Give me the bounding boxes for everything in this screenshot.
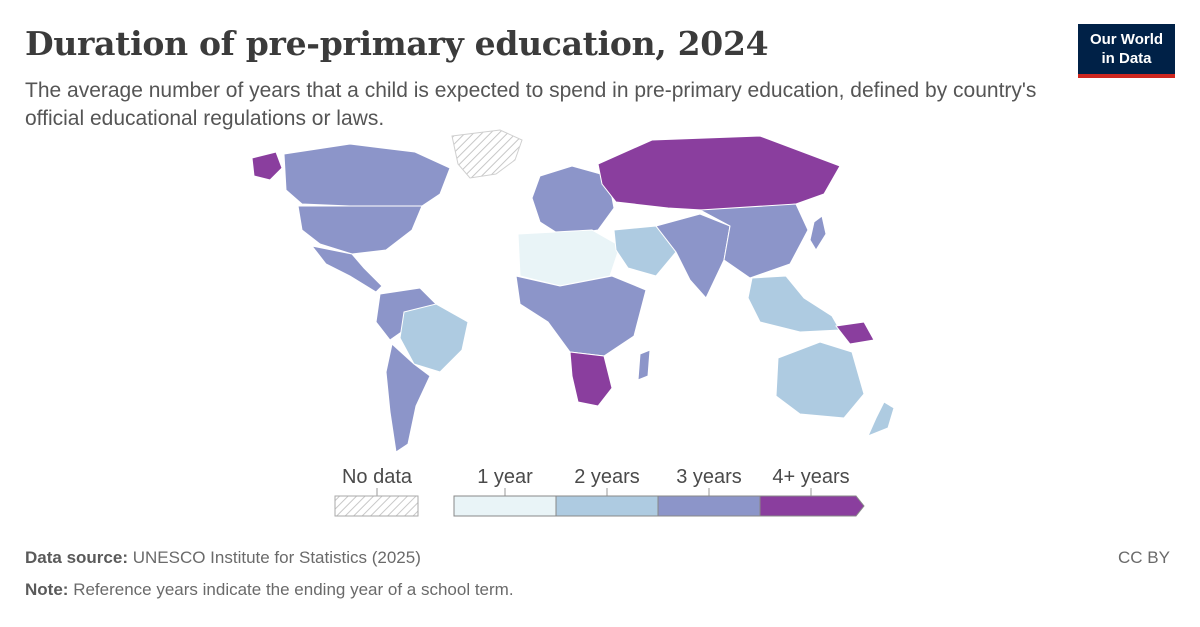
alaska[interactable] <box>251 151 283 181</box>
brazil[interactable] <box>399 303 469 373</box>
note: Note: Reference years indicate the endin… <box>25 580 514 600</box>
mexico-central-america[interactable] <box>310 245 383 293</box>
data-source: Data source: UNESCO Institute for Statis… <box>25 548 421 568</box>
southern-cone[interactable] <box>385 343 431 453</box>
europe[interactable] <box>531 165 615 237</box>
legend-bin-1-swatch[interactable] <box>453 495 557 517</box>
australia[interactable] <box>775 341 865 419</box>
world-map[interactable] <box>200 126 920 466</box>
legend-no-data-label: No data <box>341 466 413 488</box>
legend-bin-2-label: 2 years <box>574 466 640 488</box>
legend-bin-3-label: 3 years <box>676 466 742 488</box>
legend-bin-2-swatch[interactable] <box>555 495 659 517</box>
chart-subtitle: The average number of years that a child… <box>25 79 1037 130</box>
data-source-text[interactable]: UNESCO Institute for Statistics (2025) <box>132 548 421 567</box>
japan[interactable] <box>809 215 827 251</box>
new-zealand[interactable] <box>867 401 895 437</box>
logo-line-2: in Data <box>1101 50 1152 67</box>
owid-logo[interactable]: Our World in Data <box>1078 24 1175 78</box>
legend-bin-3-swatch[interactable] <box>657 495 761 517</box>
legend-bin-4-swatch[interactable] <box>759 495 865 517</box>
legend-bin-4-label: 4+ years <box>772 466 850 488</box>
note-label: Note: <box>25 580 69 599</box>
chart-title: Duration of pre-primary education, 2024 <box>25 24 769 63</box>
legend-bin-1-label: 1 year <box>477 466 533 488</box>
east-asia[interactable] <box>698 203 809 279</box>
legend-no-data-swatch[interactable] <box>334 495 419 517</box>
logo-line-1: Our World <box>1089 31 1164 48</box>
southern-africa[interactable] <box>569 351 613 407</box>
canada[interactable] <box>283 143 451 207</box>
southeast-asia[interactable] <box>747 275 841 333</box>
united-states[interactable] <box>297 205 423 255</box>
note-text: Reference years indicate the ending year… <box>73 580 514 599</box>
south-asia[interactable] <box>655 213 731 299</box>
legend <box>334 488 865 517</box>
data-source-label: Data source: <box>25 548 128 567</box>
license-link[interactable]: CC BY <box>1118 548 1170 567</box>
madagascar[interactable] <box>637 349 651 381</box>
greenland[interactable] <box>451 129 523 179</box>
papua-new-guinea[interactable] <box>835 321 875 345</box>
central-africa[interactable] <box>515 275 647 357</box>
russia[interactable] <box>597 135 841 213</box>
